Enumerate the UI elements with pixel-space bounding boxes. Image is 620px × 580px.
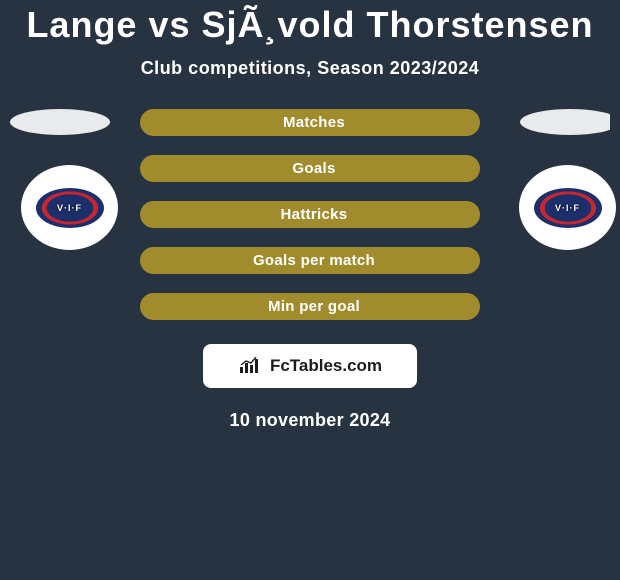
stat-bar-label: Matches [275,114,345,131]
stat-bar: Matches [140,109,480,136]
club-badge-left: V·I·F [21,165,118,250]
date-label: 10 november 2024 [0,410,620,431]
stat-bar-label: Min per goal [260,298,360,315]
club-crest-left-text: V·I·F [57,203,82,213]
club-crest-right-text: V·I·F [555,203,580,213]
club-crest-right: V·I·F [534,188,602,228]
page-title: Lange vs SjÃ¸vold Thorstensen [0,0,620,46]
stat-bar-label: Goals per match [245,252,375,269]
stat-bar: Goals [140,155,480,182]
bar-chart-icon [238,357,264,375]
stat-bar-label: Hattricks [273,206,348,223]
club-badge-right: V·I·F [519,165,616,250]
club-crest-left: V·I·F [36,188,104,228]
stat-bar-label: Goals [284,160,335,177]
brand-text: FcTables.com [270,356,382,376]
page-subtitle: Club competitions, Season 2023/2024 [0,58,620,79]
stat-bar: Hattricks [140,201,480,228]
avatar-placeholder-right [520,109,620,135]
stat-bars: Matches Goals Hattricks Goals per match … [140,109,480,320]
comparison-panel: V·I·F V·I·F Matches Goals Hattricks Goal… [0,109,620,431]
avatar-placeholder-left [10,109,110,135]
brand-pill[interactable]: FcTables.com [203,344,417,388]
stat-bar: Min per goal [140,293,480,320]
stat-bar: Goals per match [140,247,480,274]
